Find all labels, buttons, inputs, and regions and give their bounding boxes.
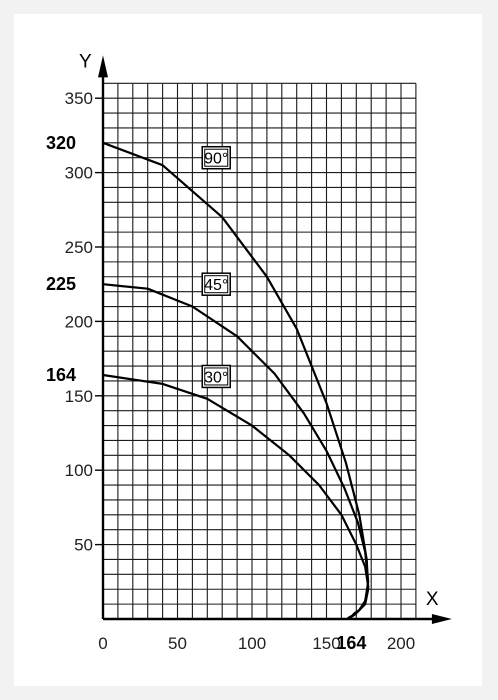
x-tick-label: 50: [168, 634, 187, 653]
curves: [102, 141, 370, 620]
y-highlight-label: 320: [46, 133, 76, 153]
y-tick-label: 200: [65, 312, 93, 331]
y-tick-label: 300: [65, 164, 93, 183]
axes: [95, 55, 452, 624]
angle-label-30-deg: 30°: [204, 369, 228, 386]
grid: [103, 82, 417, 619]
angle-label-90-deg: 90°: [204, 151, 228, 168]
y-highlight-label: 225: [46, 274, 76, 294]
angle-label-box: [201, 272, 231, 296]
x-tick-label: 100: [238, 634, 266, 653]
x-highlight-label: 164: [336, 633, 366, 653]
y-tick-label: 100: [65, 461, 93, 480]
y-tick-label: 350: [65, 89, 93, 108]
y-tick-label: 50: [74, 536, 93, 555]
labels: Y X 50 100 150 200 250 300 350 320 225 164 0 50 100 150…: [46, 51, 439, 653]
angle-label-box-inner: [204, 275, 229, 294]
y-axis-title: Y: [79, 51, 92, 72]
x-tick-label: 200: [387, 634, 415, 653]
x-axis-arrow: [431, 614, 452, 624]
angle-label-box-inner: [204, 148, 229, 167]
angle-label-box-inner: [204, 367, 229, 386]
y-highlight-label: 164: [46, 365, 76, 385]
angle-label-45-deg: 45°: [204, 277, 228, 294]
angle-label-box: [201, 364, 231, 389]
curve-45-deg: [102, 283, 370, 620]
y-tick-label: 150: [65, 387, 93, 406]
x-axis-title: X: [426, 589, 439, 610]
angle-label-box: [201, 145, 231, 170]
x-tick-label: 150: [312, 634, 340, 653]
figure-sheet: Y X 50 100 150 200 250 300 350 320 225 164 0 50 100 150…: [14, 14, 482, 686]
trajectory-chart: Y X 50 100 150 200 250 300 350 320 225 164 0 50 100 150…: [46, 51, 452, 653]
y-axis-arrow: [98, 55, 108, 78]
y-tick-label: 250: [65, 238, 93, 257]
curve-30-deg: [102, 373, 370, 620]
x-tick-label: 0: [98, 634, 107, 653]
